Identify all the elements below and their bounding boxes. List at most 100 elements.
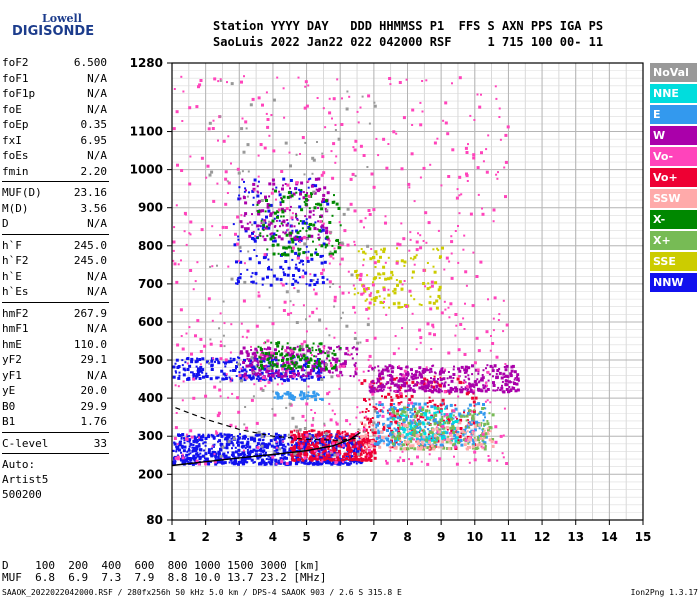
- echo-point: [258, 224, 261, 227]
- echo-point: [396, 436, 400, 440]
- echo-point: [430, 384, 433, 387]
- echo-point: [396, 242, 400, 246]
- echo-point: [505, 462, 509, 465]
- echo-point: [213, 443, 216, 446]
- echo-point: [373, 451, 377, 455]
- echo-point: [377, 429, 380, 432]
- echo-point: [386, 374, 389, 377]
- echo-point: [234, 232, 237, 236]
- echo-point: [336, 458, 340, 462]
- echo-point: [266, 352, 269, 354]
- echo-point: [448, 375, 452, 379]
- echo-point: [367, 455, 370, 458]
- param-row: MUF(D) 23.16: [2, 185, 109, 201]
- echo-point: [194, 375, 197, 378]
- echo-point: [452, 431, 456, 435]
- echo-point: [219, 344, 223, 348]
- echo-point: [234, 425, 237, 428]
- echo-point: [181, 120, 184, 122]
- echo-point: [371, 423, 374, 426]
- echo-point: [406, 447, 410, 451]
- echo-point: [219, 340, 222, 343]
- echo-point: [321, 462, 324, 464]
- echo-point: [373, 456, 377, 460]
- echo-point: [322, 254, 324, 257]
- echo-point: [502, 390, 506, 394]
- echo-point: [188, 445, 191, 448]
- echo-point: [202, 375, 205, 379]
- echo-point: [278, 442, 282, 446]
- echo-point: [302, 374, 305, 377]
- echo-point: [458, 175, 462, 179]
- echo-point: [246, 357, 249, 360]
- echo-point: [464, 375, 467, 378]
- echo-point: [345, 432, 349, 436]
- echo-cluster-x: [256, 341, 342, 371]
- echo-point: [376, 411, 379, 415]
- echo-point: [259, 348, 263, 351]
- echo-point: [312, 451, 316, 455]
- echo-point: [289, 205, 292, 208]
- echo-point: [302, 378, 305, 381]
- echo-point: [306, 365, 310, 368]
- echo-point: [243, 214, 246, 217]
- echo-point: [484, 444, 487, 447]
- echo-point: [257, 361, 260, 364]
- echo-point: [482, 403, 485, 406]
- autoscale-info: Auto:: [2, 458, 36, 471]
- echo-point: [504, 195, 507, 199]
- echo-point: [322, 193, 326, 197]
- echo-point: [403, 369, 407, 373]
- echo-point: [293, 236, 297, 240]
- y-tick-label: 300: [138, 429, 163, 443]
- echo-point: [416, 381, 419, 384]
- x-tick-label: 1: [168, 530, 176, 544]
- echo-point: [419, 415, 423, 419]
- echo-point: [240, 322, 243, 325]
- echo-point: [291, 395, 295, 399]
- echo-point: [423, 443, 427, 447]
- echo-point: [259, 143, 263, 146]
- echo-point: [386, 369, 390, 373]
- echo-point: [409, 439, 413, 443]
- echo-point: [277, 373, 281, 377]
- echo-point: [236, 242, 239, 246]
- echo-point: [259, 232, 262, 235]
- echo-point: [418, 328, 422, 332]
- echo-point: [247, 359, 250, 362]
- echo-point: [466, 384, 470, 388]
- echo-point: [353, 455, 356, 458]
- echo-point: [444, 308, 447, 311]
- echo-point: [312, 213, 315, 216]
- echo-point: [415, 437, 418, 440]
- echo-point: [234, 446, 237, 449]
- echo-point: [363, 426, 365, 429]
- echo-point: [215, 430, 218, 433]
- echo-point: [181, 364, 184, 367]
- echo-point: [192, 449, 195, 453]
- echo-point: [224, 365, 227, 368]
- echo-point: [308, 215, 312, 219]
- scaled-parameters-panel: foF2 6.500 foF1 N/A foF1p N/A foE N/A foEp 0.35 fx…: [2, 55, 109, 502]
- echo-point: [288, 195, 292, 199]
- echo-point: [461, 430, 465, 434]
- echo-point: [362, 154, 366, 157]
- echo-point: [469, 114, 472, 117]
- echo-point: [381, 389, 384, 392]
- echo-point: [317, 237, 320, 240]
- echo-point: [337, 374, 340, 378]
- echo-point: [214, 451, 217, 454]
- param-value: 245.0: [73, 254, 107, 267]
- echo-point: [390, 380, 393, 383]
- echo-point: [426, 417, 430, 420]
- echo-point: [455, 436, 459, 440]
- echo-point: [196, 261, 199, 264]
- echo-point: [458, 369, 462, 373]
- echo-point: [377, 369, 380, 372]
- echo-point: [189, 220, 193, 224]
- echo-point: [378, 441, 381, 444]
- echo-point: [316, 456, 319, 459]
- echo-point: [242, 346, 246, 350]
- echo-point: [273, 413, 277, 417]
- echo-point: [354, 270, 358, 274]
